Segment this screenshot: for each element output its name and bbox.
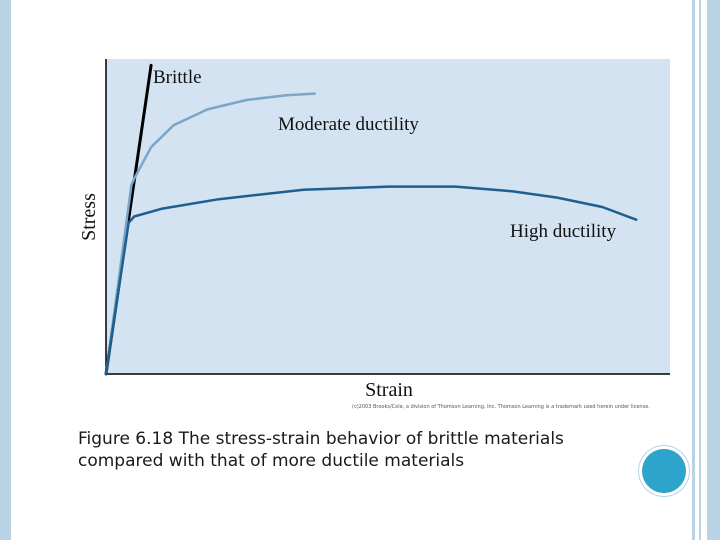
series-label-brittle: Brittle: [153, 67, 202, 88]
series-label-high-ductility: High ductility: [510, 221, 617, 242]
series-line-high-ductility: [104, 185, 638, 376]
caption-line-2: compared with that of more ductile mater…: [78, 451, 465, 471]
slide-nav-circle-button[interactable]: [642, 449, 686, 493]
series-label-moderate-ductility: Moderate ductility: [278, 114, 419, 135]
caption-line-1: Figure 6.18 The stress-strain behavior o…: [78, 429, 564, 449]
copyright-credit: (c)2003 Brooks/Cole, a division of Thoms…: [352, 404, 650, 410]
slide-border-right-thin-2: [699, 0, 701, 540]
slide-border-right-thick: [707, 0, 720, 540]
plot-background: [106, 59, 670, 374]
y-axis-label: Stress: [78, 193, 100, 241]
series-line-moderate-ductility: [104, 92, 316, 376]
series-layer: [104, 63, 638, 376]
slide-border-left: [0, 0, 11, 540]
slide-border-right-thin: [692, 0, 695, 540]
x-axis-label: Strain: [365, 379, 413, 401]
figure-caption: Figure 6.18 The stress-strain behavior o…: [78, 428, 678, 472]
